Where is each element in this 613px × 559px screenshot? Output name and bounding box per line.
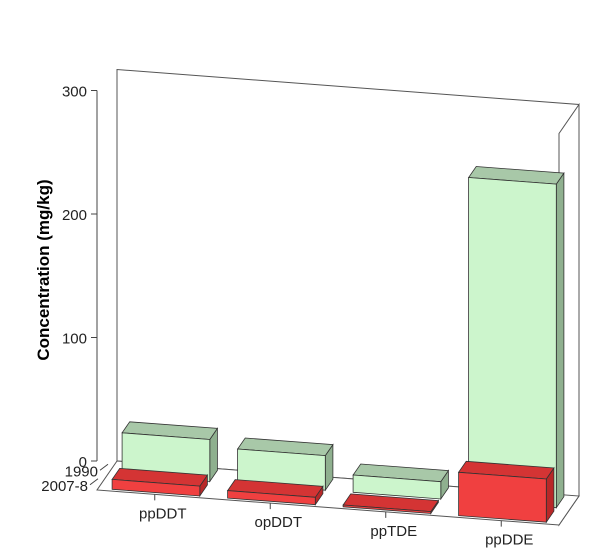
x-tick-label-ppDDE: ppDDE <box>485 532 533 549</box>
bar-1990-ppDDE <box>467 166 565 509</box>
x-tick-label-ppTDE: ppTDE <box>370 523 417 540</box>
row-tick <box>89 478 99 486</box>
bar-2007-8-ppTDE <box>342 493 440 515</box>
y-tick-label: 300 <box>62 84 87 101</box>
row-tick <box>99 463 109 471</box>
y-axis-title: Concentration (mg/kg) <box>34 179 53 360</box>
bar-2007-8-opDDT <box>226 479 324 506</box>
bar-front <box>342 504 432 514</box>
chart-bars <box>111 166 565 524</box>
bar-1990-ppTDE <box>352 463 450 501</box>
row-label-1990: 1990 <box>65 463 98 480</box>
bar-front <box>468 177 557 509</box>
bar-side <box>555 171 565 509</box>
y-tick-label: 0 <box>79 454 87 471</box>
bar-front <box>352 474 442 500</box>
y-tick-label: 200 <box>62 207 87 224</box>
bar-front <box>458 471 547 523</box>
x-tick-label-opDDT: opDDT <box>254 514 302 531</box>
bar-front <box>227 490 316 506</box>
y-tick-label: 100 <box>62 331 87 348</box>
bar-2007-8-ppDDE <box>457 460 555 524</box>
bar-1990-ppDDT <box>121 421 219 483</box>
bar-2007-8-ppDDT <box>111 467 209 498</box>
bar-front <box>111 478 201 497</box>
row-label-2007-8: 2007-8 <box>41 478 88 495</box>
x-tick-label-ppDDT: ppDDT <box>139 505 187 522</box>
